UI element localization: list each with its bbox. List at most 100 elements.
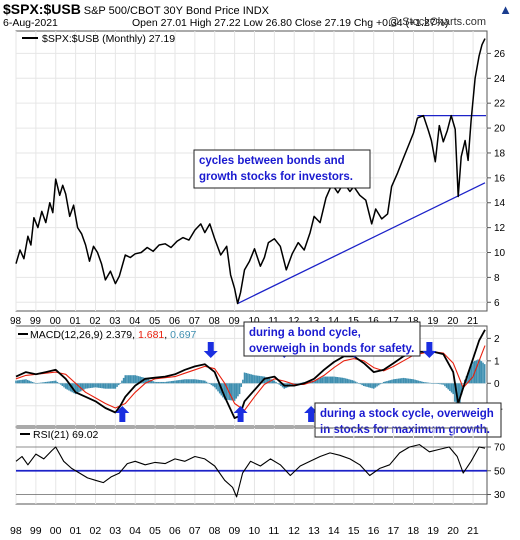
- macd-histogram-bar: [162, 381, 165, 384]
- rsi-line: [15, 444, 486, 498]
- macd-histogram-bar: [165, 381, 168, 384]
- macd-histogram-bar: [371, 383, 373, 389]
- macd-histogram-bar: [179, 379, 181, 384]
- stock-cycle-annotation-line: in stocks for maximum growth.: [320, 424, 490, 436]
- macd-histogram-bar: [440, 383, 443, 385]
- macd-histogram-bar: [338, 377, 340, 384]
- x-tick-label: 01: [70, 525, 82, 537]
- macd-histogram-bar: [146, 378, 148, 384]
- sell-arrow-icon: [422, 342, 437, 358]
- x-tick-label: 07: [189, 525, 201, 537]
- macd-histogram-bar: [394, 379, 397, 384]
- macd-histogram-bar: [419, 381, 421, 384]
- macd-histogram-bar: [240, 383, 243, 387]
- macd-histogram-bar: [74, 383, 77, 395]
- macd-histogram-bar: [69, 383, 72, 392]
- macd-histogram-bar: [420, 381, 423, 384]
- macd-histogram-bar: [442, 383, 445, 385]
- macd-histogram-bar: [54, 380, 57, 384]
- price-tick-label: 10: [494, 248, 506, 259]
- macd-histogram-bar: [111, 383, 113, 389]
- macd-tick-label: 0: [494, 379, 500, 390]
- macd-histogram-bar: [346, 378, 349, 384]
- price-x-tick-label: 19: [427, 316, 439, 327]
- macd-histogram-bar: [174, 380, 176, 384]
- macd-histogram-bar: [372, 383, 375, 389]
- macd-histogram-bar: [45, 381, 47, 384]
- macd-histogram-bar: [101, 383, 103, 389]
- stock-cycle-annotation-box: [314, 402, 502, 438]
- macd-histogram-bar: [252, 374, 254, 384]
- macd-histogram-bar: [68, 383, 70, 391]
- macd-histogram-bar: [361, 383, 363, 386]
- macd-histogram-bar: [260, 376, 262, 384]
- macd-histogram-bar: [175, 380, 178, 384]
- macd-histogram-bar: [396, 378, 398, 384]
- macd-histogram-bar: [314, 379, 317, 384]
- macd-histogram-bar: [242, 379, 244, 384]
- macd-histogram-bar: [238, 383, 241, 395]
- macd-histogram-bar: [93, 383, 95, 388]
- macd-histogram-bar: [155, 381, 158, 384]
- macd-histogram-bar: [192, 379, 195, 384]
- macd-histogram-bar: [107, 383, 110, 389]
- macd-histogram-bar: [475, 360, 478, 384]
- macd-histogram-bar: [225, 383, 228, 400]
- macd-histogram-bar: [195, 379, 198, 384]
- macd-histogram-bar: [51, 381, 54, 384]
- macd-histogram-bar: [217, 383, 219, 392]
- price-x-tick-label: 98: [10, 316, 22, 327]
- macd-histogram-bar: [132, 375, 135, 384]
- macd-histogram-bar: [437, 383, 440, 384]
- macd-histogram-bar: [387, 380, 390, 384]
- macd-histogram-bar: [151, 380, 153, 384]
- macd-histogram-bar: [189, 379, 191, 384]
- macd-histogram-bar: [409, 378, 411, 384]
- price-x-tick-label: 06: [169, 316, 181, 327]
- macd-histogram-bar: [377, 383, 380, 386]
- macd-histogram-bar: [190, 379, 193, 384]
- macd-histogram-bar: [406, 378, 408, 384]
- macd-histogram-bar: [483, 364, 486, 384]
- macd-histogram-bar: [184, 379, 186, 384]
- macd-histogram-bar: [275, 381, 277, 384]
- macd-histogram-bar: [31, 381, 34, 384]
- macd-histogram-bar: [137, 376, 140, 384]
- macd-histogram-bar: [172, 380, 175, 384]
- macd-histogram-bar: [425, 382, 428, 384]
- chart-title: $SPX:$USB S&P 500/CBOT 30Y Bond Price IN…: [3, 1, 269, 17]
- macd-histogram-bar: [247, 373, 249, 384]
- macd-histogram-bar: [53, 380, 55, 384]
- macd-histogram-bar: [169, 381, 171, 384]
- macd-histogram-bar: [35, 383, 37, 384]
- macd-histogram-bar: [353, 380, 355, 384]
- x-tick-label: 02: [89, 525, 101, 537]
- bond-cycle-annotation-box: [243, 321, 421, 357]
- x-tick-label: 04: [129, 525, 141, 537]
- macd-histogram-bar: [447, 383, 450, 390]
- macd-histogram-bar: [157, 381, 160, 384]
- macd-histogram-bar: [470, 365, 473, 384]
- macd-histogram-bar: [66, 383, 69, 390]
- macd-histogram-bar: [102, 383, 105, 389]
- macd-histogram-bar: [205, 381, 208, 384]
- price-tick-label: 18: [494, 148, 506, 159]
- macd-histogram-bar: [459, 383, 461, 406]
- macd-histogram-bar: [391, 379, 393, 384]
- cycles-annotation-line: growth stocks for investors.: [199, 171, 353, 183]
- x-tick-label: 12: [288, 525, 300, 537]
- symbol: $SPX:$USB: [3, 1, 81, 17]
- macd-histogram-bar: [339, 377, 342, 384]
- macd-histogram-bar: [452, 383, 455, 395]
- macd-histogram-bar: [359, 383, 362, 385]
- x-tick-label: 99: [30, 525, 42, 537]
- macd-histogram-bar: [407, 378, 410, 384]
- macd-histogram-bar: [218, 383, 221, 394]
- macd-histogram-bar: [386, 381, 388, 384]
- macd-histogram-bar: [480, 361, 483, 384]
- chg-arrow-icon: ▲: [499, 2, 512, 17]
- symbol-description: S&P 500/CBOT 30Y Bond Price INDX: [83, 5, 269, 17]
- macd-histogram-bar: [98, 383, 100, 388]
- price-x-tick-label: 08: [209, 316, 221, 327]
- macd-histogram-bar: [210, 383, 213, 386]
